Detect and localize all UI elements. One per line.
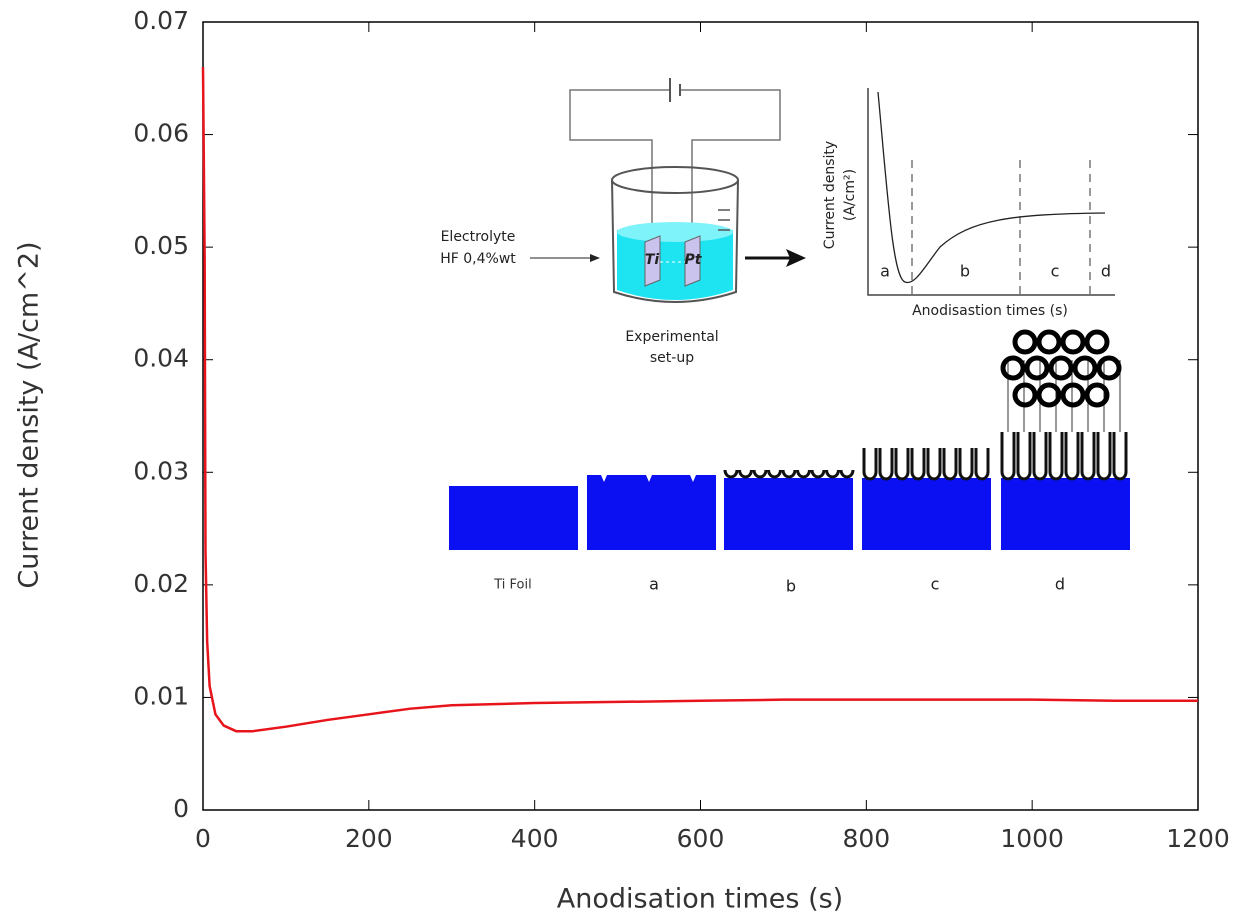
tube: [878, 448, 894, 481]
tube: [926, 448, 942, 481]
tube: [1112, 432, 1128, 481]
pore: [738, 469, 753, 479]
electrolyte-label: Electrolyte: [441, 229, 516, 245]
setup-label: set-up: [650, 350, 694, 366]
ti-foil-block: [449, 486, 578, 550]
stage-b-block: [724, 478, 853, 550]
x-tick-label: 0: [195, 824, 211, 853]
tube: [974, 448, 990, 481]
beaker-rim: [611, 166, 739, 194]
inset-axes: [867, 88, 1115, 296]
tube-top: [1096, 355, 1122, 381]
y-tick-label: 0.07: [133, 6, 189, 35]
pore: [723, 469, 739, 479]
ti-electrode: [644, 235, 661, 287]
tube: [862, 448, 878, 481]
pore: [839, 469, 855, 479]
phase-label: d: [1101, 262, 1111, 281]
tube-top: [1048, 355, 1074, 381]
y-axis-label: Current density (A/cm^2): [14, 241, 45, 588]
tube: [1096, 432, 1112, 481]
stage-label: Ti Foil: [493, 578, 531, 593]
circuit-wire: [569, 89, 781, 240]
stage-label: b: [786, 577, 796, 596]
stage-label: a: [649, 575, 659, 594]
x-tick-label: 200: [345, 824, 393, 853]
stage-d-block: [1001, 478, 1130, 550]
tube: [1032, 432, 1048, 481]
tube: [958, 448, 974, 481]
phase-label: c: [1051, 262, 1060, 281]
tube-top: [1012, 329, 1038, 355]
electrode-label: Pt: [685, 252, 703, 268]
setup-label: Experimental: [625, 329, 718, 345]
y-tick-label: 0.01: [133, 681, 189, 710]
inset-diagram: Ti Pt Electrolyte HF 0,4%wt Experimental…: [440, 78, 1130, 596]
beaker: [611, 179, 739, 303]
y-tick-label: 0.06: [133, 119, 189, 148]
nanotubes: [723, 329, 1128, 481]
tube-top: [1084, 329, 1110, 355]
arrow-head: [786, 249, 806, 267]
tube-top: [1072, 355, 1098, 381]
pore: [810, 469, 826, 479]
phase-label: b: [960, 262, 970, 281]
electrode-label: Ti: [645, 252, 660, 268]
pore: [752, 469, 768, 479]
pore: [796, 469, 811, 479]
x-tick-label: 800: [842, 824, 890, 853]
tube-top: [1060, 329, 1086, 355]
tube-top: [1084, 382, 1110, 408]
tube-top: [1036, 382, 1062, 408]
pore: [825, 469, 840, 479]
inset-y-label: (A/cm²): [842, 169, 858, 221]
tube: [1016, 432, 1032, 481]
tube-top: [1024, 355, 1050, 381]
x-tick-label: 1200: [1166, 824, 1230, 853]
arrow-head: [590, 254, 600, 262]
stage-label: c: [931, 575, 940, 594]
tube: [1048, 432, 1064, 481]
tube: [1000, 432, 1016, 481]
x-tick-label: 400: [511, 824, 559, 853]
tube-top: [1012, 382, 1038, 408]
tube-top: [1036, 329, 1062, 355]
beaker-marks: [718, 209, 730, 231]
tube: [894, 448, 910, 481]
y-tick-label: 0.03: [133, 456, 189, 485]
tube: [942, 448, 958, 481]
inset-y-label: Current density: [822, 141, 838, 249]
pore: [781, 469, 797, 479]
inset-x-label: Anodisastion times (s): [912, 303, 1068, 319]
liquid-surface: [617, 222, 733, 242]
data-line: [201, 67, 1198, 733]
tube: [1064, 432, 1080, 481]
phase-label: a: [880, 262, 890, 281]
pore: [767, 469, 782, 479]
stage-c-block: [862, 478, 991, 550]
phase-divider: [911, 160, 1091, 295]
stage-a-block: [587, 475, 716, 550]
tube: [910, 448, 926, 481]
x-tick-label: 600: [677, 824, 725, 853]
tube-top: [1000, 355, 1026, 381]
y-tick-label: 0: [173, 794, 189, 823]
stage-label: d: [1055, 575, 1065, 594]
y-tick-label: 0.05: [133, 231, 189, 260]
tube: [1080, 432, 1096, 481]
y-tick-label: 0.02: [133, 569, 189, 598]
tube-top: [1060, 382, 1086, 408]
inset-curve: [877, 91, 1106, 284]
x-tick-label: 1000: [1000, 824, 1064, 853]
y-tick-label: 0.04: [133, 344, 189, 373]
x-axis-label: Anodisation times (s): [557, 884, 843, 915]
pt-electrode: [684, 235, 701, 287]
electrolyte-label: HF 0,4%wt: [440, 251, 516, 267]
